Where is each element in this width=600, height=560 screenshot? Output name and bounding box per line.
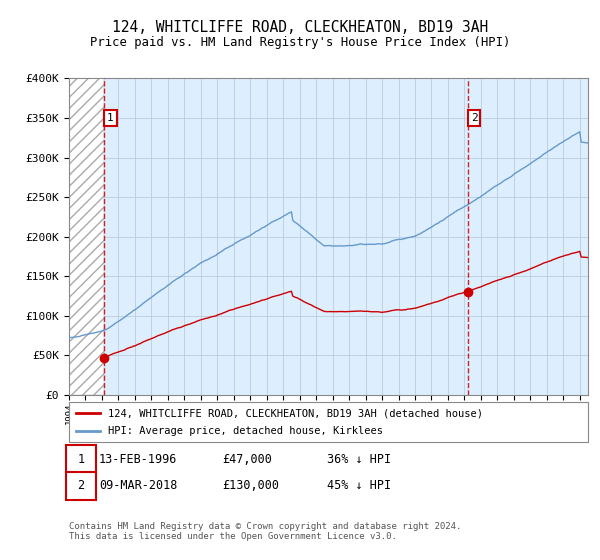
- Text: 09-MAR-2018: 09-MAR-2018: [99, 479, 178, 492]
- Text: 1: 1: [77, 452, 85, 466]
- Text: 36% ↓ HPI: 36% ↓ HPI: [327, 452, 391, 466]
- Text: 124, WHITCLIFFE ROAD, CLECKHEATON, BD19 3AH: 124, WHITCLIFFE ROAD, CLECKHEATON, BD19 …: [112, 20, 488, 35]
- Text: Price paid vs. HM Land Registry's House Price Index (HPI): Price paid vs. HM Land Registry's House …: [90, 36, 510, 49]
- Bar: [69, 78, 104, 395]
- Text: 13-FEB-1996: 13-FEB-1996: [99, 452, 178, 466]
- Text: 2: 2: [471, 113, 478, 123]
- Text: Contains HM Land Registry data © Crown copyright and database right 2024.
This d: Contains HM Land Registry data © Crown c…: [69, 522, 461, 542]
- Text: 124, WHITCLIFFE ROAD, CLECKHEATON, BD19 3AH (detached house): 124, WHITCLIFFE ROAD, CLECKHEATON, BD19 …: [108, 408, 483, 418]
- Text: £130,000: £130,000: [222, 479, 279, 492]
- Text: £47,000: £47,000: [222, 452, 272, 466]
- Text: 1: 1: [107, 113, 114, 123]
- Text: 2: 2: [77, 479, 85, 492]
- Text: HPI: Average price, detached house, Kirklees: HPI: Average price, detached house, Kirk…: [108, 426, 383, 436]
- Text: 45% ↓ HPI: 45% ↓ HPI: [327, 479, 391, 492]
